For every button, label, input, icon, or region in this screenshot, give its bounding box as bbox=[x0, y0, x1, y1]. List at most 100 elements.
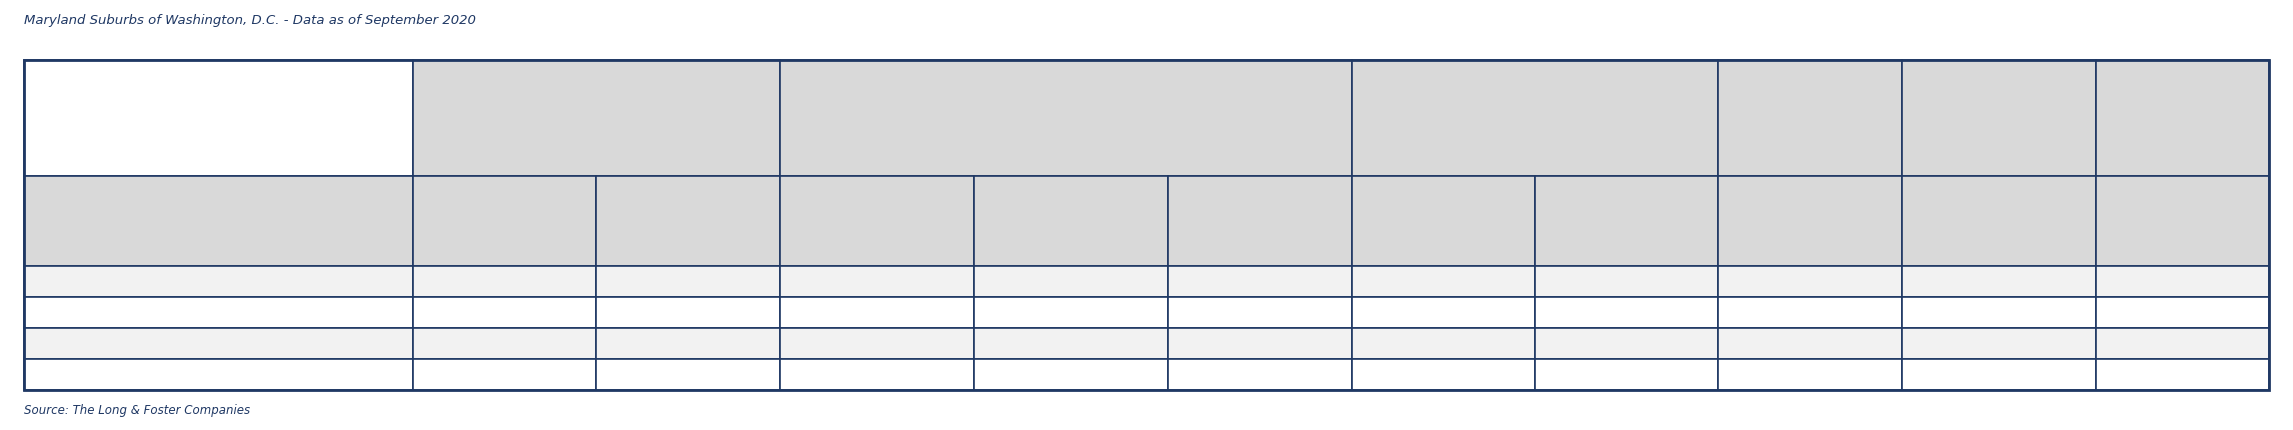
Text: 22: 22 bbox=[2174, 368, 2192, 381]
Text: Units Sold: Units Sold bbox=[555, 111, 637, 126]
Text: 22: 22 bbox=[2174, 275, 2192, 288]
Text: Vs. Year
Ago: Vs. Year Ago bbox=[660, 207, 715, 236]
Text: 1,260: 1,260 bbox=[1424, 337, 1463, 350]
Bar bbox=[1901, 61, 2096, 177]
Bar bbox=[1351, 177, 1534, 266]
Bar bbox=[413, 266, 596, 297]
Text: 1,309: 1,309 bbox=[484, 337, 525, 350]
Text: New
Listings: New Listings bbox=[1777, 102, 1844, 135]
Text: 26: 26 bbox=[2174, 337, 2192, 350]
Bar bbox=[413, 328, 596, 359]
Text: $429,950: $429,950 bbox=[1039, 337, 1103, 350]
Bar bbox=[975, 297, 1167, 328]
Text: 1,078: 1,078 bbox=[484, 368, 525, 381]
Text: $350,000: $350,000 bbox=[844, 368, 910, 381]
Text: 1,550: 1,550 bbox=[1791, 337, 1830, 350]
Bar bbox=[25, 61, 413, 177]
Text: 9%: 9% bbox=[676, 368, 699, 381]
Text: Current
Month: Current Month bbox=[1417, 207, 1468, 236]
Text: 36%: 36% bbox=[674, 306, 702, 319]
Text: Current
Month: Current Month bbox=[851, 207, 901, 236]
Text: 33%: 33% bbox=[674, 337, 702, 350]
Text: Inventory: Inventory bbox=[1495, 111, 1575, 126]
Text: 9%: 9% bbox=[1250, 368, 1270, 381]
Text: 100.5%: 100.5% bbox=[1972, 275, 2025, 288]
Text: 794: 794 bbox=[1431, 368, 1456, 381]
Bar bbox=[1717, 177, 1901, 266]
Bar bbox=[596, 359, 780, 390]
Bar bbox=[1534, 359, 1717, 390]
Bar bbox=[1901, 266, 2096, 297]
Bar bbox=[413, 297, 596, 328]
Text: 532: 532 bbox=[491, 306, 518, 319]
Bar bbox=[780, 61, 1351, 177]
Text: 1,196: 1,196 bbox=[1791, 368, 1830, 381]
Text: Prince George's County: Prince George's County bbox=[39, 368, 202, 381]
Text: 460: 460 bbox=[1431, 306, 1456, 319]
Bar bbox=[1534, 328, 1717, 359]
Bar bbox=[1351, 359, 1534, 390]
Text: $324,450: $324,450 bbox=[1039, 306, 1103, 319]
Bar bbox=[1167, 266, 1351, 297]
Bar bbox=[1901, 297, 2096, 328]
Text: $320,000: $320,000 bbox=[1039, 275, 1103, 288]
Text: $375,250: $375,250 bbox=[844, 306, 910, 319]
Bar bbox=[1534, 266, 1717, 297]
Text: -52%: -52% bbox=[1610, 337, 1644, 350]
Bar bbox=[1901, 177, 2096, 266]
Text: Current
Month: Current Month bbox=[479, 207, 530, 236]
Bar bbox=[780, 266, 975, 297]
Bar bbox=[1167, 359, 1351, 390]
Text: -73%: -73% bbox=[1610, 275, 1644, 288]
Text: 322: 322 bbox=[1798, 275, 1823, 288]
Text: Vs. Year
Ago: Vs. Year Ago bbox=[1601, 207, 1653, 236]
Bar bbox=[596, 328, 780, 359]
Bar bbox=[1167, 297, 1351, 328]
Bar bbox=[975, 359, 1167, 390]
Text: 9%: 9% bbox=[1250, 275, 1270, 288]
Text: Median Sale Price: Median Sale Price bbox=[991, 111, 1140, 126]
Bar bbox=[2096, 359, 2268, 390]
Bar bbox=[25, 297, 413, 328]
Text: 25: 25 bbox=[2174, 306, 2192, 319]
Bar bbox=[975, 328, 1167, 359]
Bar bbox=[2096, 328, 2268, 359]
Text: 16%: 16% bbox=[1245, 306, 1275, 319]
Bar bbox=[975, 266, 1167, 297]
Bar bbox=[2096, 297, 2268, 328]
Bar bbox=[2096, 177, 2268, 266]
Text: $350,000: $350,000 bbox=[844, 275, 910, 288]
Text: Maryland Suburbs of Washington, D.C. - Data as of September 2020: Maryland Suburbs of Washington, D.C. - D… bbox=[25, 14, 477, 27]
Bar bbox=[1534, 297, 1717, 328]
Bar bbox=[2096, 61, 2268, 177]
Text: 315: 315 bbox=[491, 275, 518, 288]
Bar bbox=[413, 359, 596, 390]
Bar bbox=[1901, 359, 2096, 390]
Text: Charles County: Charles County bbox=[39, 275, 144, 288]
Bar bbox=[596, 177, 780, 266]
Text: Source: The Long & Foster Companies: Source: The Long & Foster Companies bbox=[25, 403, 250, 416]
Bar bbox=[975, 177, 1167, 266]
Bar bbox=[1717, 266, 1901, 297]
Bar bbox=[1717, 359, 1901, 390]
Text: 100.5%: 100.5% bbox=[1972, 368, 2025, 381]
Bar bbox=[25, 61, 2268, 390]
Bar bbox=[1351, 328, 1534, 359]
Bar bbox=[25, 177, 413, 266]
Bar bbox=[596, 266, 780, 297]
Bar bbox=[25, 266, 413, 297]
Text: $320,000: $320,000 bbox=[1039, 368, 1103, 381]
Bar bbox=[413, 61, 780, 177]
Text: 100.0%: 100.0% bbox=[1972, 306, 2025, 319]
Text: 221: 221 bbox=[1431, 275, 1456, 288]
Text: Current
Month: Current Month bbox=[1784, 207, 1834, 236]
Bar bbox=[1351, 61, 1717, 177]
Text: 14%: 14% bbox=[1245, 337, 1275, 350]
Bar bbox=[780, 328, 975, 359]
Bar bbox=[1717, 61, 1901, 177]
Text: Vs. Year
Ago: Vs. Year Ago bbox=[1234, 207, 1286, 236]
Text: List Vs.
Sale Price: List Vs. Sale Price bbox=[1958, 102, 2041, 135]
Bar bbox=[1167, 328, 1351, 359]
Text: Montgomery County: Montgomery County bbox=[39, 337, 181, 350]
Text: One Year
Ago: One Year Ago bbox=[1041, 207, 1101, 236]
